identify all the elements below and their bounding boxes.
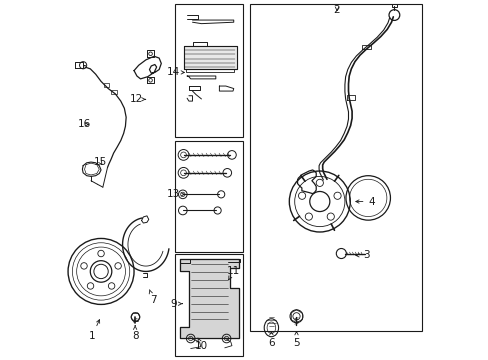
Text: 6: 6	[267, 332, 274, 348]
Bar	[249, 4, 421, 330]
Text: 15: 15	[94, 157, 107, 167]
Bar	[103, 83, 109, 87]
Text: 13: 13	[166, 189, 184, 199]
Bar	[391, 4, 396, 7]
Bar	[174, 4, 242, 137]
Text: 2: 2	[333, 5, 340, 15]
Bar	[174, 253, 242, 356]
Text: 14: 14	[166, 67, 184, 77]
Text: 11: 11	[226, 266, 239, 280]
Bar	[111, 90, 117, 94]
Text: 5: 5	[293, 332, 299, 348]
Text: 12: 12	[129, 94, 145, 104]
Polygon shape	[183, 45, 236, 69]
Text: 7: 7	[149, 290, 156, 305]
Text: 1: 1	[89, 320, 100, 341]
Bar	[174, 140, 242, 252]
Text: 10: 10	[195, 338, 207, 351]
Text: 8: 8	[132, 325, 138, 341]
Text: 9: 9	[170, 299, 182, 309]
Text: 4: 4	[355, 197, 374, 207]
Text: 16: 16	[78, 120, 91, 129]
Polygon shape	[180, 259, 239, 338]
Text: 3: 3	[355, 250, 369, 260]
